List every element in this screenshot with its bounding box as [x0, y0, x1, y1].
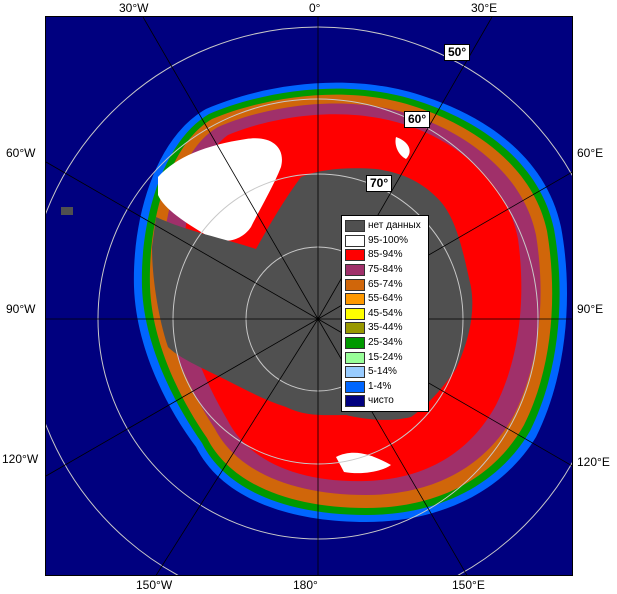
- legend-label: 95-100%: [368, 234, 409, 246]
- lat-label-70: 70°: [366, 175, 393, 192]
- legend-item: 65-74%: [345, 277, 425, 292]
- legend-item: 1-4%: [345, 380, 425, 395]
- legend-item: 5-14%: [345, 365, 425, 380]
- ice-zone-95-100-ross: [336, 452, 391, 474]
- legend-swatch: [345, 278, 365, 291]
- lon-label-150w: 150°W: [136, 578, 173, 592]
- legend-swatch: [345, 307, 365, 320]
- legend-swatch: [345, 395, 365, 408]
- lon-label-150e: 150°E: [452, 578, 485, 592]
- legend-swatch: [345, 264, 365, 277]
- legend-label: нет данных: [368, 220, 421, 232]
- legend-swatch: [345, 351, 365, 364]
- legend-item: нет данных: [345, 219, 425, 234]
- lon-label-60w: 60°W: [6, 146, 36, 160]
- legend-label: 85-94%: [368, 249, 403, 261]
- map-canvas: [46, 17, 572, 575]
- legend-label: чисто: [368, 395, 394, 407]
- ice-zone-95-100-east: [395, 137, 410, 159]
- legend-label: 25-34%: [368, 337, 403, 349]
- legend-item: 45-54%: [345, 307, 425, 322]
- legend-label: 75-84%: [368, 264, 403, 276]
- legend-label: 1-4%: [368, 380, 392, 392]
- lon-label-30e: 30°E: [471, 1, 498, 15]
- legend-label: 5-14%: [368, 366, 397, 378]
- lon-label-0: 0°: [309, 1, 321, 15]
- map-legend: нет данных 95-100% 85-94% 75-84% 65-74% 55-64…: [341, 215, 429, 412]
- legend-label: 65-74%: [368, 278, 403, 290]
- legend-label: 45-54%: [368, 307, 403, 319]
- sea-ice-map: 50° 60° 70°: [45, 16, 573, 576]
- legend-swatch: [345, 337, 365, 350]
- lon-label-120e: 120°E: [577, 455, 610, 469]
- lat-label-60: 60°: [404, 111, 431, 128]
- legend-swatch: [345, 220, 365, 233]
- legend-swatch: [345, 380, 365, 393]
- legend-item: 35-44%: [345, 321, 425, 336]
- lon-label-120w: 120°W: [2, 452, 39, 466]
- legend-swatch: [345, 322, 365, 335]
- ice-zone-95-100-weddell: [158, 138, 282, 241]
- legend-item: 55-64%: [345, 292, 425, 307]
- lon-label-60e: 60°E: [577, 146, 604, 160]
- legend-item: 85-94%: [345, 248, 425, 263]
- lon-label-90e: 90°E: [577, 302, 604, 316]
- meridian-30w: [142, 17, 319, 320]
- meridian-120w: [46, 318, 319, 477]
- meridian-60w: [46, 161, 319, 320]
- legend-swatch: [345, 366, 365, 379]
- legend-label: 15-24%: [368, 351, 403, 363]
- lon-label-90w: 90°W: [6, 302, 36, 316]
- legend-label: 35-44%: [368, 322, 403, 334]
- legend-item: 75-84%: [345, 263, 425, 278]
- legend-item: 15-24%: [345, 350, 425, 365]
- legend-swatch: [345, 234, 365, 247]
- legend-item: 25-34%: [345, 336, 425, 351]
- legend-swatch: [345, 249, 365, 262]
- land-speck: [61, 207, 73, 215]
- meridian-150w: [155, 318, 319, 575]
- legend-item: 95-100%: [345, 234, 425, 249]
- legend-item: чисто: [345, 394, 425, 409]
- lon-label-30w: 30°W: [119, 1, 149, 15]
- legend-swatch: [345, 293, 365, 306]
- legend-label: 55-64%: [368, 293, 403, 305]
- lon-label-180: 180°: [293, 578, 318, 592]
- lat-label-50: 50°: [444, 44, 471, 61]
